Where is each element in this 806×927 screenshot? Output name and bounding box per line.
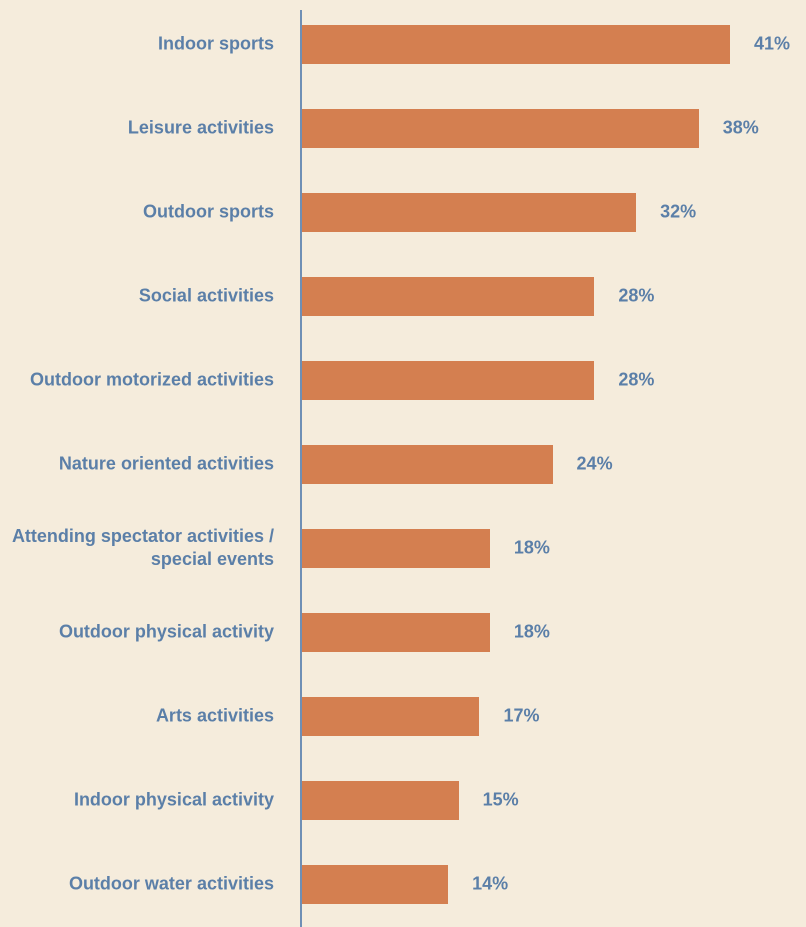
value-label: 18%: [513, 537, 550, 558]
category-label: Outdoor motorized activities: [29, 369, 274, 390]
category-label: Outdoor physical activity: [58, 621, 274, 642]
category-label: Social activities: [138, 285, 274, 306]
value-label: 17%: [503, 705, 540, 726]
bar: [302, 864, 449, 904]
bar: [302, 192, 637, 232]
category-label: Outdoor sports: [143, 201, 274, 222]
bar: [302, 360, 595, 400]
bar: [302, 780, 459, 820]
bar: [302, 108, 699, 148]
category-label: Outdoor water activities: [68, 873, 274, 894]
value-label: 28%: [618, 285, 655, 306]
value-label: 32%: [660, 201, 697, 222]
category-label: Attending spectator activities / special…: [11, 526, 274, 569]
value-label: 41%: [754, 33, 791, 54]
category-label: Leisure activities: [127, 117, 274, 138]
bar: [302, 276, 595, 316]
category-label: Indoor physical activity: [73, 789, 274, 810]
value-label: 14%: [472, 873, 509, 894]
value-label: 24%: [576, 453, 613, 474]
bar: [302, 696, 480, 736]
category-label: Indoor sports: [158, 33, 274, 54]
category-label: Nature oriented activities: [58, 453, 274, 474]
category-label: Arts activities: [155, 705, 274, 726]
value-label: 15%: [482, 789, 519, 810]
bar: [302, 444, 553, 484]
bar: [302, 24, 731, 64]
value-label: 38%: [722, 117, 759, 138]
value-label: 28%: [618, 369, 655, 390]
value-label: 18%: [513, 621, 550, 642]
axis-line: [300, 10, 302, 927]
bar: [302, 528, 490, 568]
bar: [302, 612, 490, 652]
